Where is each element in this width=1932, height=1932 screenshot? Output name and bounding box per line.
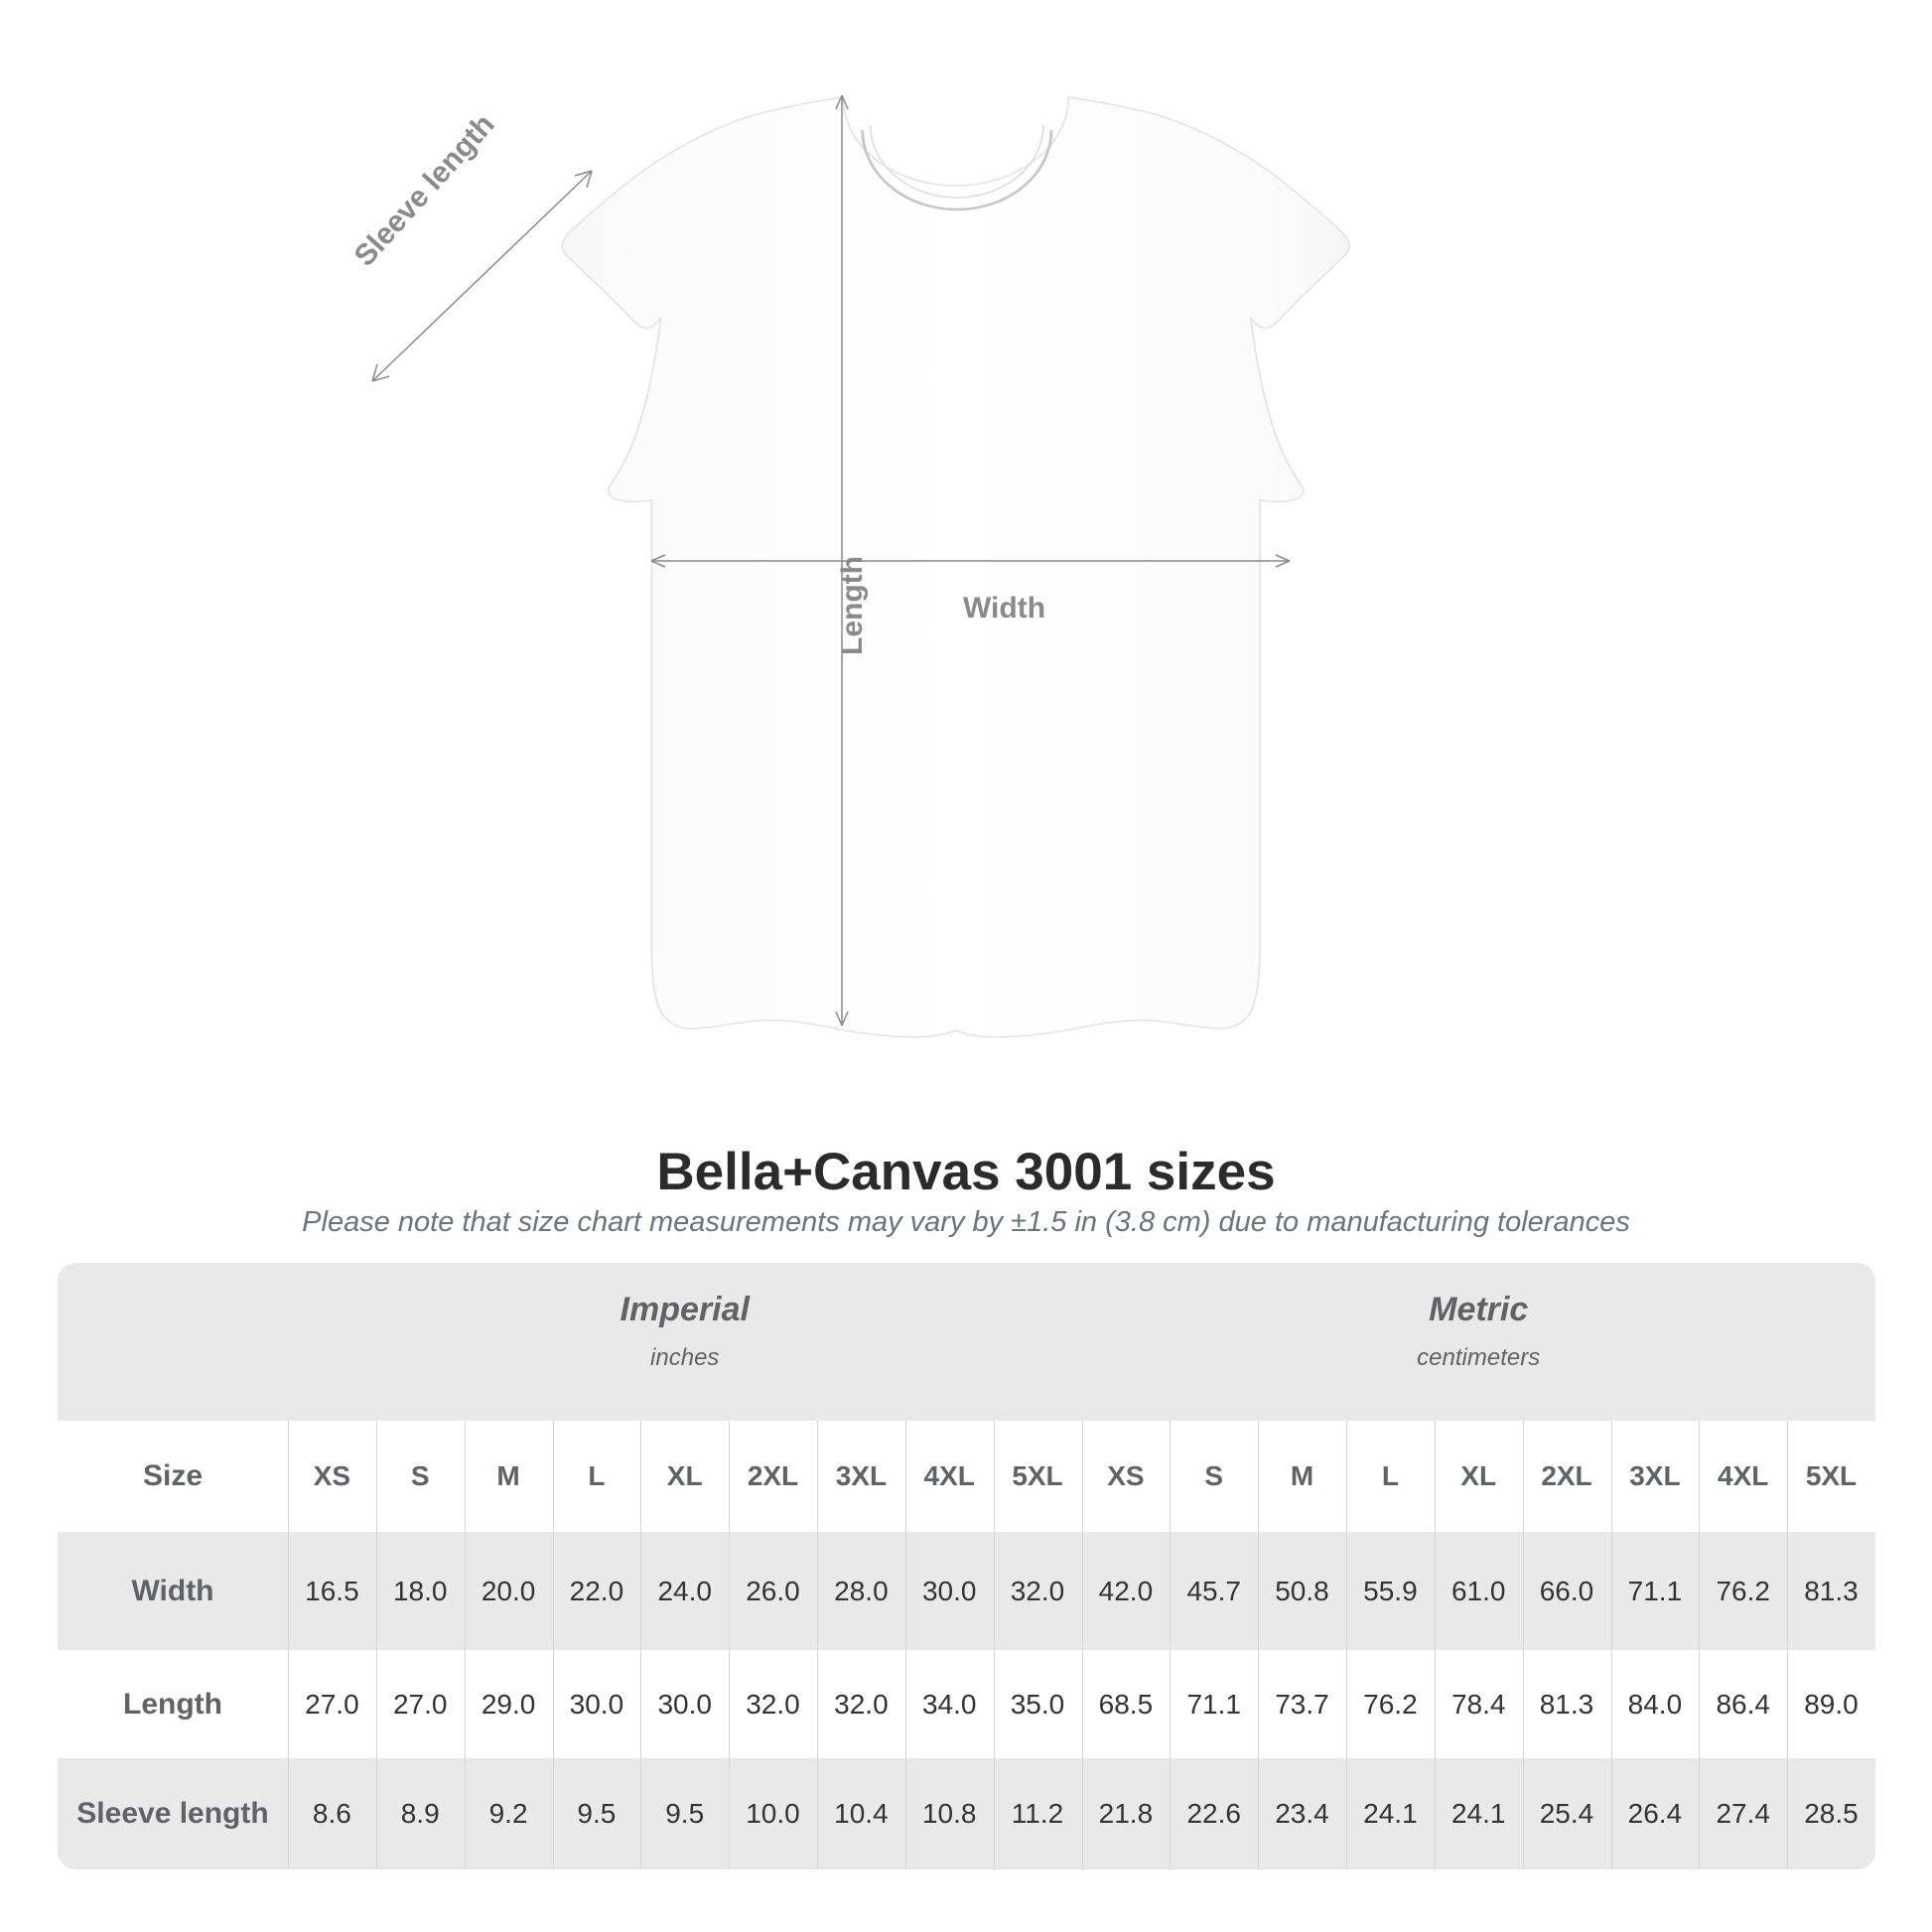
svg-text:Sleeve length: Sleeve length [348,108,501,273]
svg-text:Width: Width [963,592,1045,624]
svg-text:Length: Length [836,556,869,655]
